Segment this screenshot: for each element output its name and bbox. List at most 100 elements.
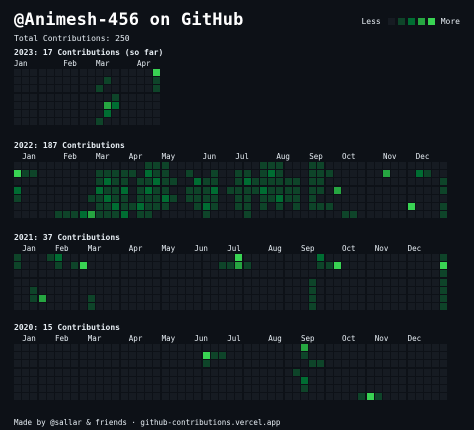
day-cell[interactable] — [415, 186, 423, 194]
day-cell[interactable] — [374, 385, 382, 392]
day-cell[interactable] — [120, 393, 128, 401]
day-cell[interactable] — [128, 186, 136, 194]
day-cell[interactable] — [284, 344, 292, 351]
day-cell[interactable] — [96, 286, 103, 294]
day-cell[interactable] — [55, 368, 62, 376]
day-cell[interactable] — [79, 360, 87, 368]
day-cell[interactable] — [161, 170, 169, 178]
day-cell[interactable] — [186, 262, 194, 270]
day-cell[interactable] — [415, 385, 423, 392]
day-cell[interactable] — [14, 303, 21, 311]
day-cell[interactable] — [415, 368, 423, 376]
day-cell[interactable] — [169, 286, 177, 294]
day-cell[interactable] — [186, 286, 194, 294]
day-cell[interactable] — [194, 254, 202, 261]
day-cell[interactable] — [79, 393, 87, 401]
day-cell[interactable] — [391, 393, 399, 401]
day-cell[interactable] — [227, 203, 235, 210]
day-cell[interactable] — [399, 262, 407, 270]
day-cell[interactable] — [219, 376, 226, 384]
day-cell[interactable] — [219, 295, 226, 302]
day-cell[interactable] — [145, 270, 153, 278]
day-cell[interactable] — [251, 344, 259, 351]
day-cell[interactable] — [104, 303, 112, 311]
day-cell[interactable] — [178, 270, 185, 278]
day-cell[interactable] — [128, 93, 136, 101]
day-cell[interactable] — [55, 93, 62, 101]
day-cell[interactable] — [30, 162, 38, 169]
day-cell[interactable] — [120, 178, 128, 186]
day-cell[interactable] — [440, 376, 448, 384]
day-cell[interactable] — [71, 203, 79, 210]
day-cell[interactable] — [96, 101, 103, 109]
day-cell[interactable] — [38, 203, 46, 210]
day-cell[interactable] — [219, 278, 226, 286]
day-cell[interactable] — [227, 186, 235, 194]
day-cell[interactable] — [325, 295, 333, 302]
day-cell[interactable] — [235, 270, 243, 278]
day-cell[interactable] — [87, 101, 95, 109]
day-cell[interactable] — [333, 295, 341, 302]
day-cell[interactable] — [137, 344, 144, 351]
day-cell[interactable] — [243, 278, 251, 286]
day-cell[interactable] — [178, 170, 185, 178]
day-cell[interactable] — [137, 101, 144, 109]
day-cell[interactable] — [276, 262, 284, 270]
day-cell[interactable] — [342, 295, 349, 302]
day-cell[interactable] — [87, 393, 95, 401]
day-cell[interactable] — [268, 295, 276, 302]
day-cell[interactable] — [96, 360, 103, 368]
day-cell[interactable] — [383, 352, 390, 360]
day-cell[interactable] — [153, 254, 161, 261]
day-cell[interactable] — [309, 278, 317, 286]
day-cell[interactable] — [407, 203, 415, 210]
day-cell[interactable] — [284, 162, 292, 169]
day-cell[interactable] — [169, 376, 177, 384]
day-cell[interactable] — [30, 194, 38, 202]
day-cell[interactable] — [145, 393, 153, 401]
day-cell[interactable] — [46, 368, 54, 376]
day-cell[interactable] — [112, 368, 120, 376]
day-cell[interactable] — [202, 211, 210, 219]
day-cell[interactable] — [55, 295, 62, 302]
day-cell[interactable] — [219, 270, 226, 278]
day-cell[interactable] — [268, 278, 276, 286]
day-cell[interactable] — [325, 170, 333, 178]
day-cell[interactable] — [432, 360, 440, 368]
day-cell[interactable] — [268, 203, 276, 210]
day-cell[interactable] — [38, 368, 46, 376]
day-cell[interactable] — [440, 262, 448, 270]
day-cell[interactable] — [268, 178, 276, 186]
day-cell[interactable] — [186, 203, 194, 210]
day-cell[interactable] — [366, 360, 374, 368]
day-cell[interactable] — [79, 286, 87, 294]
day-cell[interactable] — [407, 295, 415, 302]
day-cell[interactable] — [153, 186, 161, 194]
day-cell[interactable] — [399, 303, 407, 311]
day-cell[interactable] — [260, 203, 267, 210]
day-cell[interactable] — [63, 101, 71, 109]
day-cell[interactable] — [292, 170, 300, 178]
day-cell[interactable] — [383, 376, 390, 384]
day-cell[interactable] — [112, 360, 120, 368]
day-cell[interactable] — [350, 194, 358, 202]
day-cell[interactable] — [120, 376, 128, 384]
day-cell[interactable] — [350, 278, 358, 286]
day-cell[interactable] — [38, 211, 46, 219]
day-cell[interactable] — [276, 352, 284, 360]
day-cell[interactable] — [383, 254, 390, 261]
day-cell[interactable] — [145, 203, 153, 210]
day-cell[interactable] — [161, 393, 169, 401]
day-cell[interactable] — [30, 368, 38, 376]
day-cell[interactable] — [63, 376, 71, 384]
day-cell[interactable] — [235, 368, 243, 376]
day-cell[interactable] — [178, 262, 185, 270]
day-cell[interactable] — [301, 262, 308, 270]
day-cell[interactable] — [63, 203, 71, 210]
day-cell[interactable] — [128, 162, 136, 169]
day-cell[interactable] — [333, 203, 341, 210]
day-cell[interactable] — [342, 344, 349, 351]
day-cell[interactable] — [219, 194, 226, 202]
day-cell[interactable] — [374, 278, 382, 286]
day-cell[interactable] — [104, 194, 112, 202]
